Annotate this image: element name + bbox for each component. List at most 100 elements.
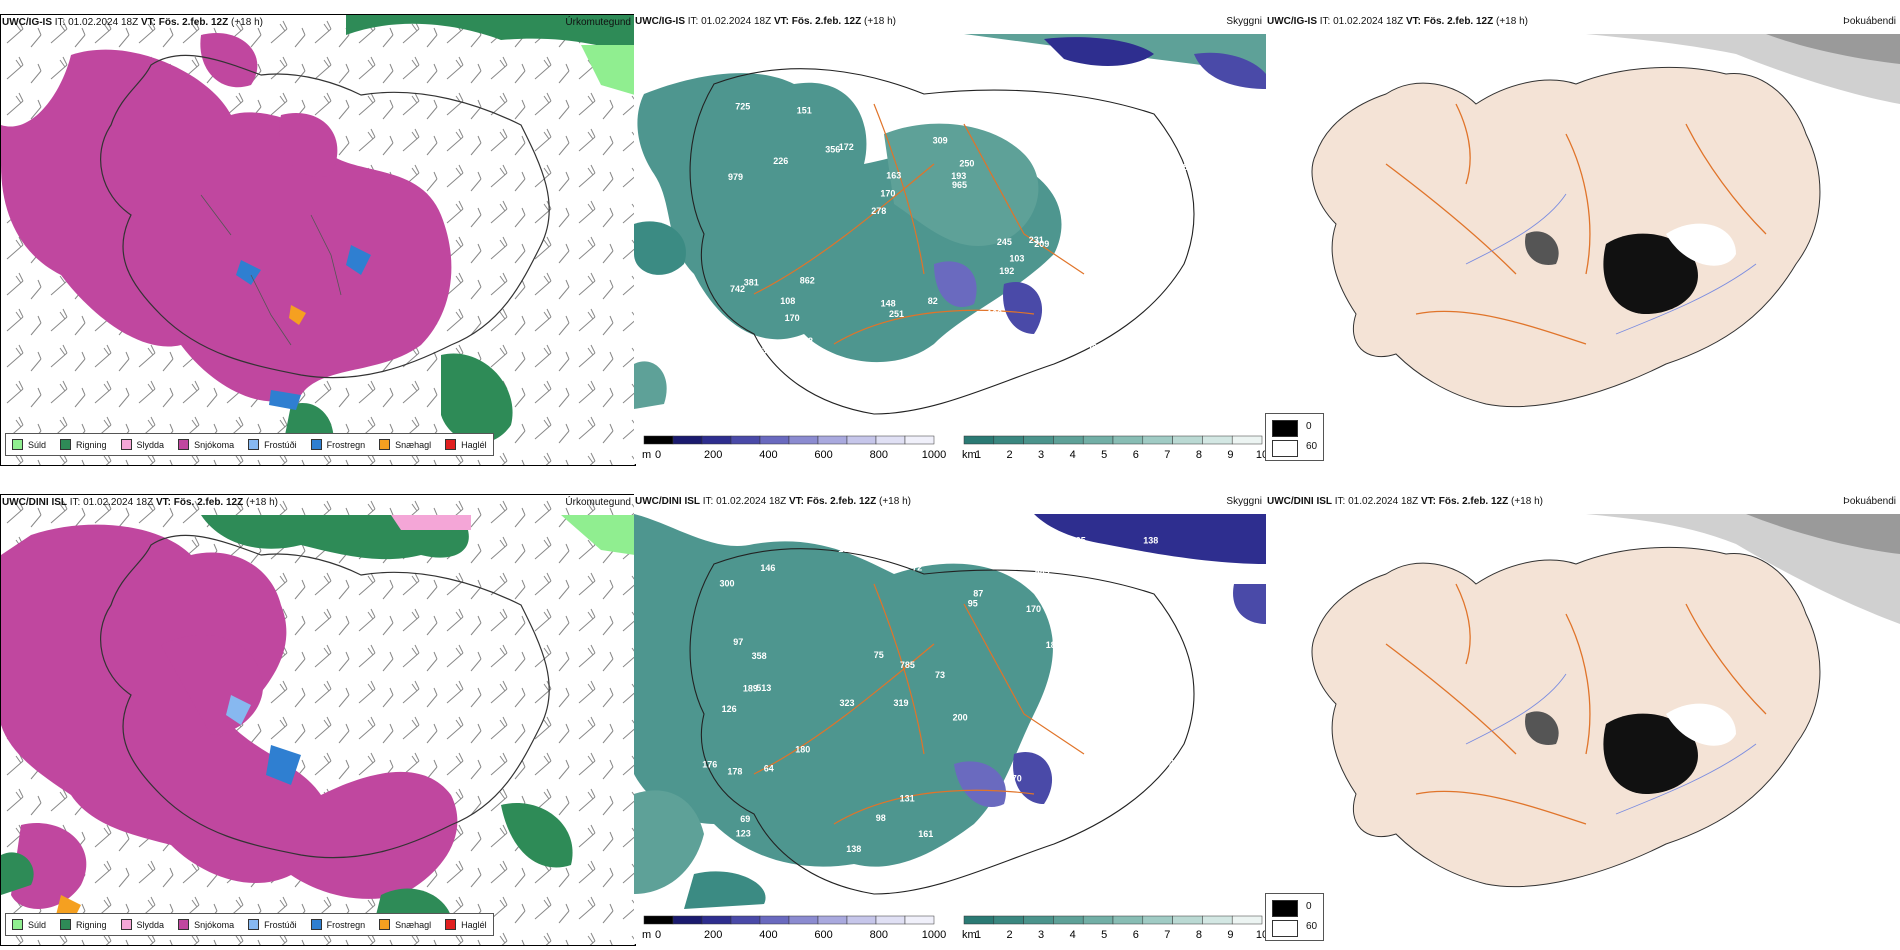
cloud-base-label: 300 xyxy=(720,579,735,589)
cloud-base-label: 363 xyxy=(936,358,951,368)
colorbar-tick-label: 1000 xyxy=(922,449,946,461)
colorbars-row1: m 0 200 400 600 800 1000 km1 2 3 4 5 6 7 8 9 10 xyxy=(642,435,1266,461)
colorbar-cell xyxy=(1082,435,1114,445)
cloud-base-label: 170 xyxy=(1026,604,1041,614)
cloud-base-label: 264 xyxy=(886,59,901,69)
colorbar-tick-label: 400 xyxy=(759,929,777,941)
legend-item: Snjókoma xyxy=(178,919,234,930)
colorbar-cell xyxy=(1231,435,1263,445)
panel-title-row2-precip: UWC/DINI ISL IT: 01.02.2024 18Z VT: Fös.… xyxy=(2,497,278,508)
cloud-base-label: 970 xyxy=(1007,773,1022,783)
cloud-base-label: 138 xyxy=(846,844,861,854)
precip-panel-row1: UWC/IG-IS IT: 01.02.2024 18Z VT: Fös. 2.… xyxy=(0,14,636,466)
legend-label: Slydda xyxy=(136,919,165,930)
colorbar-tick-label: 600 xyxy=(814,449,832,461)
cloud-base-label: 470 xyxy=(1129,91,1144,101)
cloud-base-label: 319 xyxy=(894,698,909,708)
fog-map-row1 xyxy=(1311,34,1900,408)
panel-title-row1-precip: UWC/IG-IS IT: 01.02.2024 18Z VT: Fös. 2.… xyxy=(2,17,263,28)
legend-item: Slydda xyxy=(120,439,164,450)
colorbar-cell xyxy=(788,435,819,445)
legend-item: Slydda xyxy=(120,919,165,930)
cloud-base-colorbar: m 0 200 400 600 800 1000 xyxy=(642,915,946,941)
colorbar-tick-label: 10 xyxy=(1256,449,1266,461)
legend-label: Snjókoma xyxy=(194,439,235,450)
colorbar-tick-label: 4 xyxy=(1070,929,1076,941)
legend-label: Frostúði xyxy=(264,919,297,930)
fog-panel-row1: UWC/IG-IS IT: 01.02.2024 18Z VT: Fös. 2.… xyxy=(1266,14,1900,464)
legend-item: Rigning xyxy=(60,439,107,450)
cloud-base-label: 979 xyxy=(728,172,743,182)
colorbar-unit: m xyxy=(642,929,651,941)
legend-label: Súld xyxy=(28,439,47,450)
cloud-base-label: 192 xyxy=(999,266,1014,276)
cloud-base-label: 232 xyxy=(798,336,813,346)
colorbar-tick-label: 4 xyxy=(1070,449,1076,461)
cloud-base-label: 293 xyxy=(1100,115,1115,125)
legend-swatch xyxy=(120,919,132,930)
cloud-base-label: 97 xyxy=(733,637,743,647)
cloud-base-label: 323 xyxy=(840,698,855,708)
cloud-base-label: 148 xyxy=(881,298,896,308)
colorbar-tick-label: 7 xyxy=(1164,449,1170,461)
cloud-base-label: 26 xyxy=(1096,792,1106,802)
legend-item: Súld xyxy=(12,439,46,450)
legend-label: Snæhagl xyxy=(395,439,432,450)
colorbar-cell xyxy=(672,915,703,925)
cloud-base-label: 151 xyxy=(797,106,812,116)
cloud-base-label: 166 xyxy=(987,308,1002,318)
cloud-base-label: 226 xyxy=(773,156,788,166)
legend-swatch xyxy=(12,439,23,450)
cloud-panel-row1: 864 979 470 278 413 233 284 309 381 172 170 170 164 2… xyxy=(634,14,1266,464)
legend-swatch xyxy=(178,919,190,930)
legend-item: Súld xyxy=(12,919,46,930)
legend-item: Snjókoma xyxy=(178,439,234,450)
cloud-base-label: 195 xyxy=(1027,72,1042,82)
cloud-base-label: 150 xyxy=(1153,145,1168,155)
colorbar-tick-label: 1000 xyxy=(922,929,946,941)
colorbar-cell xyxy=(904,435,935,445)
cloud-base-label: 309 xyxy=(907,47,922,57)
fog-legend-white-label: 60 xyxy=(1306,441,1318,452)
cloud-base-label: 294 xyxy=(1169,758,1184,768)
cloud-base-label: 163 xyxy=(886,171,901,181)
cloud-base-label: 742 xyxy=(730,284,745,294)
cloud-base-label: 354 xyxy=(1115,305,1130,315)
colorbar-cell xyxy=(1082,915,1114,925)
cloud-base-label: 105 xyxy=(1071,535,1086,545)
colorbar-tick-label: 5 xyxy=(1101,449,1107,461)
cloud-base-label: 170 xyxy=(708,326,723,336)
cloud-base-label: 785 xyxy=(900,660,915,670)
cloud-base-label: 356 xyxy=(825,144,840,154)
colorbar-cell xyxy=(1231,915,1263,925)
legend-swatch xyxy=(445,919,457,930)
cloud-base-label: 161 xyxy=(918,829,933,839)
colorbar-cell xyxy=(817,915,848,925)
legend-item: Haglél xyxy=(445,919,487,930)
colorbar-cell xyxy=(1112,435,1144,445)
cloud-base-label: 141 xyxy=(1162,79,1177,89)
legend-item: Frostúði xyxy=(248,439,297,450)
colorbar-tick-label: 8 xyxy=(1196,929,1202,941)
cloud-base-label: 87 xyxy=(973,589,983,599)
colorbar-tick-label: 800 xyxy=(870,449,888,461)
cloud-base-label: 82 xyxy=(928,296,938,306)
cloud-base-label: 170 xyxy=(785,313,800,323)
cloud-base-label: 245 xyxy=(997,237,1012,247)
cloud-base-label: 249 xyxy=(713,347,728,357)
colorbar-cell xyxy=(817,435,848,445)
legend-label: Snjókoma xyxy=(194,919,235,930)
cloud-base-label: 146 xyxy=(760,563,775,573)
cloud-base-label: 72 xyxy=(912,562,922,572)
precip-panel-row2: UWC/DINI ISL IT: 01.02.2024 18Z VT: Fös.… xyxy=(0,494,636,946)
fog-legend-black-swatch xyxy=(1272,420,1298,437)
cloud-base-label: 381 xyxy=(744,277,759,287)
cloud-base-label: 246 xyxy=(1082,340,1097,350)
cloud-map-row1: 864 979 470 278 413 233 284 309 381 172 170 170 164 2… xyxy=(634,34,1266,434)
cloud-base-label: 123 xyxy=(736,829,751,839)
cloud-base-label: 138 xyxy=(1143,536,1158,546)
legend-item: Frostregn xyxy=(310,919,365,930)
colorbar-cell xyxy=(759,435,790,445)
cloud-base-label: 176 xyxy=(1129,134,1144,144)
colorbar-cell xyxy=(1053,915,1084,925)
